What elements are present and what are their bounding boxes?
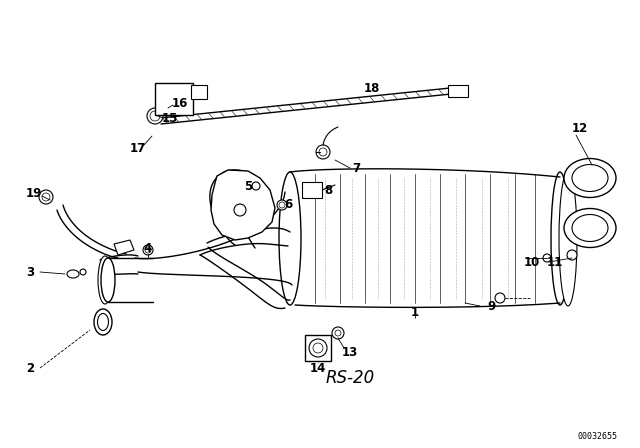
Circle shape [543,254,551,262]
Text: 7: 7 [352,161,360,175]
Text: 11: 11 [547,255,563,268]
Circle shape [495,293,505,303]
Circle shape [234,204,246,216]
Text: 13: 13 [342,345,358,358]
Text: 3: 3 [26,266,34,279]
Ellipse shape [67,270,79,278]
Text: 14: 14 [310,362,326,375]
Circle shape [143,245,153,255]
Ellipse shape [564,159,616,198]
Circle shape [279,202,285,208]
Text: 19: 19 [26,186,42,199]
Bar [302,182,322,198]
Circle shape [313,343,323,353]
Bar [448,85,468,97]
Text: 12: 12 [572,121,588,134]
Circle shape [147,108,163,124]
Bar [155,83,193,115]
Circle shape [80,269,86,275]
Circle shape [252,182,260,190]
Circle shape [335,330,341,336]
Circle shape [319,148,327,156]
Text: 4: 4 [144,241,152,254]
Text: 00032655: 00032655 [578,431,618,440]
Ellipse shape [101,258,115,302]
Circle shape [309,339,327,357]
Ellipse shape [572,215,608,241]
Text: 9: 9 [488,300,496,313]
Text: 15: 15 [162,112,178,125]
Ellipse shape [98,256,112,304]
Text: RS-20: RS-20 [325,369,374,387]
Polygon shape [114,240,134,255]
Ellipse shape [279,172,301,305]
Text: 16: 16 [172,96,188,109]
Text: 8: 8 [324,184,332,197]
Text: 2: 2 [26,362,34,375]
Bar [191,85,207,99]
Text: 1: 1 [411,306,419,319]
Circle shape [332,327,344,339]
Circle shape [567,250,577,260]
Circle shape [39,190,53,204]
Text: 10: 10 [524,255,540,268]
Polygon shape [305,335,331,361]
Ellipse shape [564,208,616,247]
Polygon shape [211,170,275,240]
Ellipse shape [559,171,577,306]
Text: 6: 6 [284,198,292,211]
Circle shape [316,145,330,159]
Text: 5: 5 [244,180,252,193]
Circle shape [277,200,287,210]
Ellipse shape [551,172,569,305]
Circle shape [150,111,160,121]
Text: 17: 17 [130,142,146,155]
Ellipse shape [97,314,109,331]
Ellipse shape [94,309,112,335]
Circle shape [42,193,50,201]
Ellipse shape [572,164,608,191]
Circle shape [145,247,151,253]
Text: 18: 18 [364,82,380,95]
